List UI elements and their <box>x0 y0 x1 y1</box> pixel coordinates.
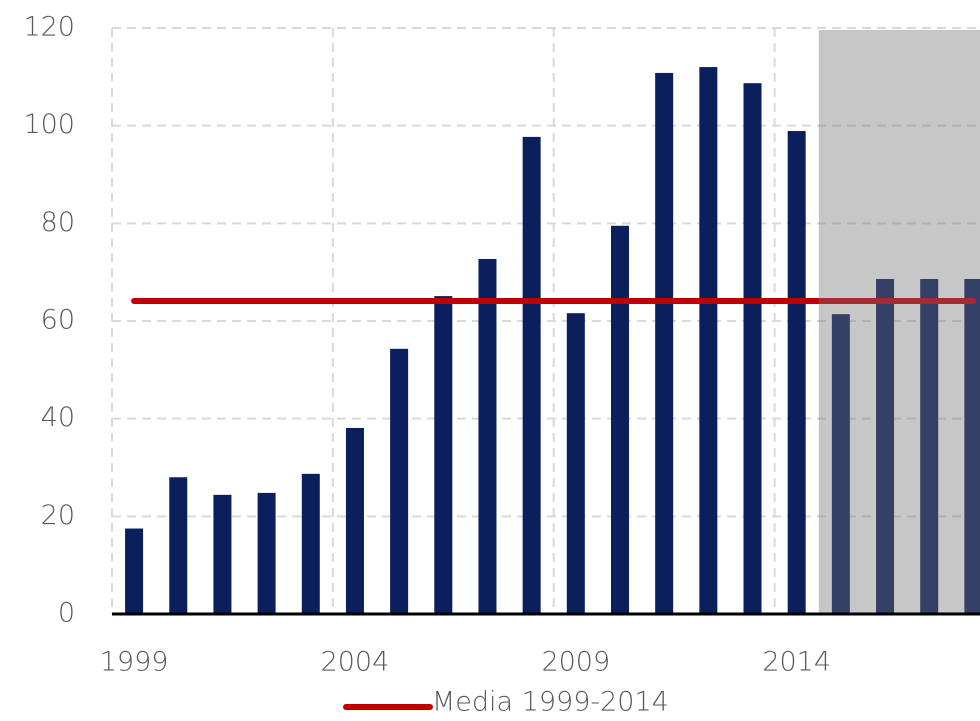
bar <box>345 427 364 614</box>
bar <box>213 494 232 614</box>
bar <box>743 83 762 615</box>
bar <box>390 348 409 614</box>
y-tick-label: 20 <box>41 500 75 531</box>
y-tick-label: 60 <box>41 305 75 336</box>
bar <box>434 296 453 614</box>
bar <box>566 313 585 614</box>
y-tick-label: 0 <box>58 598 75 629</box>
bar <box>301 473 320 614</box>
x-tick-label: 1999 <box>100 647 169 678</box>
x-tick-label: 2004 <box>321 647 390 678</box>
bar <box>125 528 144 614</box>
bar <box>522 136 541 615</box>
bar <box>920 279 939 614</box>
bar <box>478 258 497 614</box>
bar <box>257 492 276 614</box>
bar <box>610 225 629 614</box>
x-tick-label: 2014 <box>762 647 831 678</box>
bar <box>964 279 980 614</box>
bar <box>169 477 188 614</box>
bar <box>831 314 850 614</box>
bar <box>699 67 718 615</box>
bar <box>787 131 806 614</box>
y-tick-label: 100 <box>23 109 75 140</box>
shaded-region <box>818 30 980 614</box>
bar <box>655 72 674 615</box>
y-tick-label: 80 <box>41 207 75 238</box>
bar <box>876 279 895 614</box>
y-tick-label: 120 <box>23 12 75 43</box>
x-tick-label: 2009 <box>541 647 610 678</box>
legend-label: Media 1999-2014 <box>432 687 669 718</box>
y-tick-label: 40 <box>41 402 75 433</box>
